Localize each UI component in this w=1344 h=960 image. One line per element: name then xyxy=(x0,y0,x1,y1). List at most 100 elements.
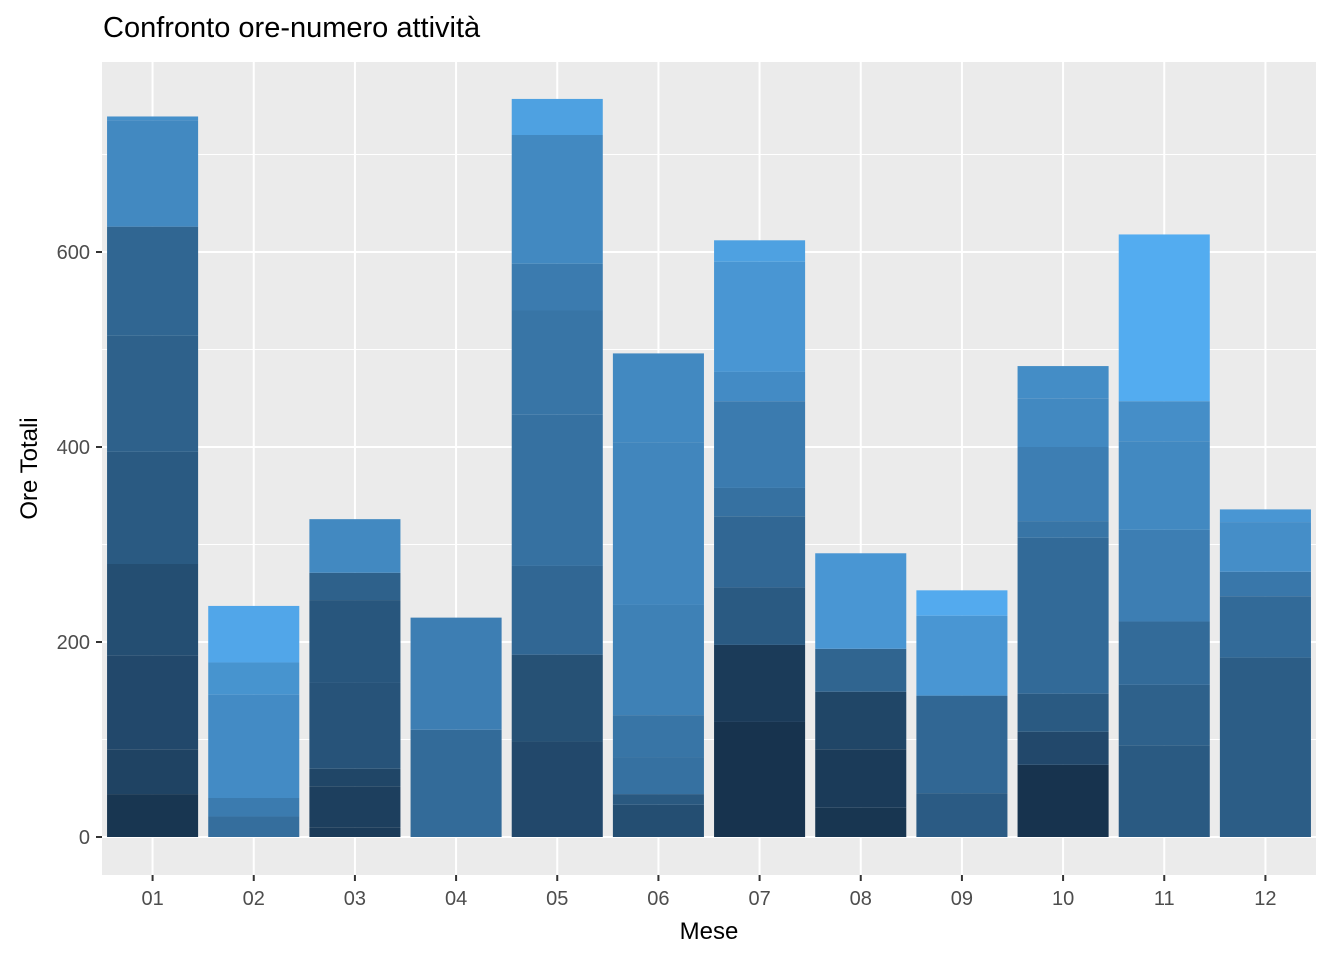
bar-segment xyxy=(309,768,401,787)
bar-segment xyxy=(612,757,704,795)
bar-03 xyxy=(309,519,401,837)
bar-segment xyxy=(1118,745,1210,837)
bar-segment xyxy=(309,827,401,837)
x-tick-label: 07 xyxy=(748,888,770,910)
bar-segment xyxy=(815,691,907,750)
bar-segment xyxy=(208,662,300,695)
bar-segment xyxy=(714,371,806,402)
bar-segment xyxy=(1118,529,1210,622)
bar-07 xyxy=(714,240,806,837)
bar-segment xyxy=(309,519,401,573)
bar-segment xyxy=(1017,764,1109,837)
bar-segment xyxy=(1017,521,1109,538)
bar-segment xyxy=(309,786,401,828)
bar-segment xyxy=(815,553,907,649)
bar-segment xyxy=(612,715,704,758)
bar-11 xyxy=(1118,234,1210,837)
bar-segment xyxy=(511,135,603,264)
y-tick-label: 0 xyxy=(79,827,90,849)
x-tick-label: 03 xyxy=(344,888,366,910)
bar-02 xyxy=(208,605,300,837)
bar-12 xyxy=(1219,509,1311,837)
bar-segment xyxy=(1219,509,1311,523)
bar-segment xyxy=(714,587,806,645)
bar-segment xyxy=(107,564,199,656)
bar-segment xyxy=(107,116,199,121)
bar-segment xyxy=(916,793,1008,837)
minor-gridlines xyxy=(102,154,1316,740)
x-tick-label: 02 xyxy=(243,888,265,910)
bar-segment xyxy=(208,816,300,837)
bar-segment xyxy=(815,807,907,837)
bar-segment xyxy=(107,451,199,564)
bar-segment xyxy=(612,353,704,443)
bar-segment xyxy=(1118,621,1210,685)
bar-segment xyxy=(612,794,704,805)
bar-10 xyxy=(1017,366,1109,837)
bar-segment xyxy=(208,694,300,798)
bar-segment xyxy=(612,442,704,605)
bar-segment xyxy=(714,644,806,722)
bar-segment xyxy=(1118,234,1210,402)
y-tick-label: 600 xyxy=(57,242,90,264)
bar-segment xyxy=(511,565,603,655)
bar-08 xyxy=(815,553,907,837)
x-axis: 01 02 03 04 05 06 07 08 09 10 11 12 xyxy=(141,875,1277,910)
bar-segment xyxy=(511,414,603,566)
bar-segment xyxy=(107,226,199,336)
bar-segment xyxy=(1118,401,1210,442)
bar-segment xyxy=(714,487,806,517)
bar-segment xyxy=(107,794,199,837)
bar-segment xyxy=(714,401,806,488)
bar-segment xyxy=(612,804,704,837)
bar-05 xyxy=(511,98,603,837)
bar-segment xyxy=(511,741,603,837)
bar-segment xyxy=(107,335,199,452)
bar-segment xyxy=(612,604,704,716)
bar-segment xyxy=(1118,684,1210,746)
bar-segment xyxy=(1219,571,1311,597)
bar-segment xyxy=(1017,693,1109,732)
bar-segment xyxy=(1017,731,1109,765)
bar-segment xyxy=(107,120,199,227)
bar-segment xyxy=(1219,596,1311,658)
bar-segment xyxy=(410,617,502,730)
bar-segment xyxy=(410,729,502,837)
bar-segment xyxy=(107,749,199,795)
bar-segment xyxy=(916,590,1008,616)
y-axis: 0 200 400 600 xyxy=(57,242,102,849)
x-tick-label: 11 xyxy=(1154,888,1175,910)
bar-01 xyxy=(107,116,199,837)
bar-segment xyxy=(815,648,907,692)
bar-segment xyxy=(714,721,806,837)
bar-segment xyxy=(511,98,603,135)
bar-segment xyxy=(309,572,401,601)
bar-04 xyxy=(410,617,502,837)
bar-segment xyxy=(1017,447,1109,522)
bar-segment xyxy=(309,682,401,769)
x-tick-label: 10 xyxy=(1052,888,1074,910)
y-tick-label: 200 xyxy=(57,632,90,654)
bar-segment xyxy=(1219,657,1311,837)
y-tick-label: 400 xyxy=(57,437,90,459)
bar-segment xyxy=(107,655,199,750)
x-tick-label: 09 xyxy=(951,888,973,910)
x-tick-label: 01 xyxy=(141,888,163,910)
bar-segment xyxy=(1118,441,1210,530)
bar-segment xyxy=(1017,398,1109,447)
bar-segment xyxy=(714,261,806,372)
bar-09 xyxy=(916,590,1008,837)
y-axis-title: Ore Totali xyxy=(16,417,43,519)
bar-segment xyxy=(511,654,603,742)
bar-segment xyxy=(916,695,1008,794)
bar-segment xyxy=(511,263,603,311)
bar-segment xyxy=(208,605,300,663)
bar-segment xyxy=(511,310,603,415)
bars xyxy=(107,98,1311,837)
bar-segment xyxy=(714,516,806,588)
bar-06 xyxy=(612,353,704,837)
x-tick-label: 04 xyxy=(445,888,467,910)
chart-title: Confronto ore-numero attività xyxy=(103,12,481,44)
